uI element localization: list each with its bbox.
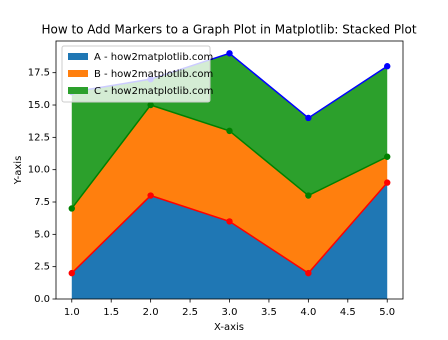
- marker: [305, 114, 312, 122]
- y-tick-label: 2.5: [34, 262, 50, 273]
- y-tick-label: 7.5: [34, 197, 50, 208]
- marker: [384, 153, 391, 160]
- area: [71, 105, 388, 274]
- chart-title: How to Add Markers to a Graph Plot in Ma…: [41, 23, 416, 37]
- marker: [384, 179, 391, 186]
- marker: [384, 63, 391, 70]
- x-tick-label: 4.5: [340, 307, 356, 318]
- legend-box: [61, 45, 211, 103]
- legend-swatch: [68, 70, 88, 77]
- legend-label: B - how2matplotlib.com: [94, 69, 213, 80]
- x-tick-label: 1.0: [64, 307, 80, 318]
- y-tick-label: 15.0: [28, 100, 50, 111]
- marker: [147, 101, 154, 109]
- marker: [305, 269, 312, 277]
- x-tick-label: 3.5: [261, 307, 277, 318]
- x-tick-label: 3.0: [222, 307, 238, 318]
- marker: [305, 192, 312, 199]
- legend-label: C - how2matplotlib.com: [94, 86, 213, 97]
- legend-label: A - how2matplotlib.com: [94, 52, 213, 63]
- y-tick-label: 10.0: [28, 165, 50, 176]
- area: [71, 182, 388, 299]
- y-tick-label: 5.0: [34, 229, 50, 240]
- x-tick-label: 1.5: [103, 307, 119, 318]
- marker: [226, 218, 233, 225]
- marker: [68, 205, 75, 212]
- legend-swatch: [68, 53, 88, 60]
- x-axis-label: X-axis: [214, 322, 244, 333]
- x-tick-label: 2.0: [143, 307, 159, 318]
- marker: [226, 127, 233, 135]
- marker: [147, 192, 154, 199]
- x-tick-label: 5.0: [379, 307, 395, 318]
- y-tick-label: 12.5: [28, 132, 50, 143]
- y-tick-label: 0.0: [34, 294, 50, 305]
- y-tick-label: 17.5: [28, 68, 50, 79]
- marker: [226, 50, 233, 57]
- marker: [68, 269, 75, 277]
- legend-swatch: [68, 87, 88, 94]
- x-tick-label: 2.5: [182, 307, 198, 318]
- y-axis-label: Y-axis: [13, 156, 24, 186]
- x-tick-label: 4.0: [300, 307, 316, 318]
